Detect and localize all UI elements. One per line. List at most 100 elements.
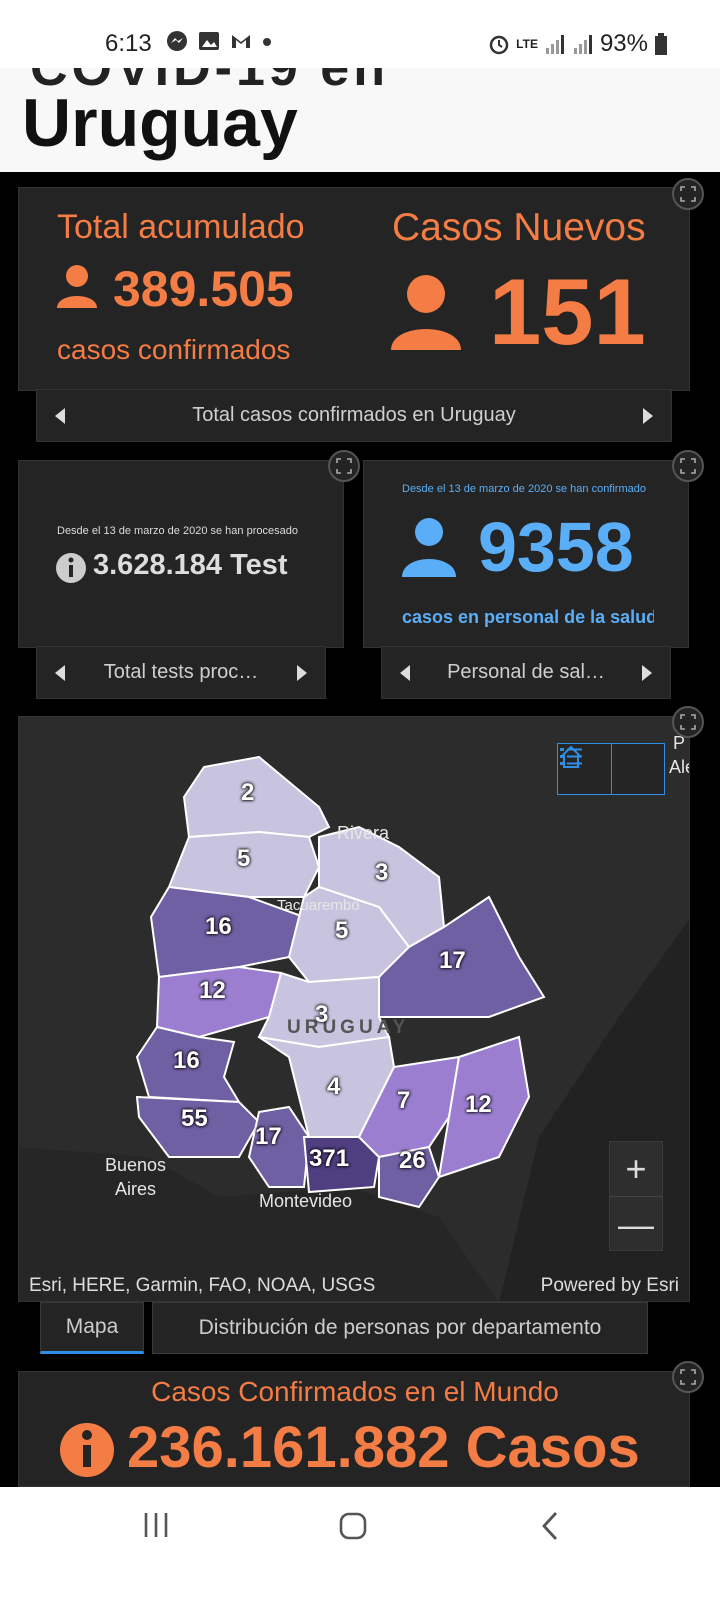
dept-paysandu[interactable] (149, 885, 306, 979)
world-title: Casos Confirmados en el Mundo (151, 1376, 559, 1407)
count-maldonado: 26 (399, 1147, 426, 1174)
list-icon (560, 748, 582, 765)
total-subtitle: casos confirmados (57, 334, 291, 365)
city-label-buenos-aires-1: Buenos (105, 1155, 167, 1175)
count-lavalleja: 7 (397, 1087, 411, 1114)
total-value: 389.505 (113, 261, 294, 317)
image-icon (199, 32, 219, 50)
battery-icon (655, 33, 667, 55)
home-nav-icon[interactable] (338, 1511, 368, 1541)
gmail-icon (232, 35, 250, 48)
notification-icons (166, 30, 272, 52)
count-paysandu: 16 (205, 913, 232, 940)
count-rio-negro: 12 (199, 977, 226, 1004)
zoom-controls: + — (609, 1141, 663, 1251)
clock: 6:13 (105, 30, 152, 57)
dept-montevideo[interactable] (302, 1136, 381, 1194)
world-value: 236.161.882 Casos (127, 1415, 640, 1480)
country-label: URUGUAY (287, 1017, 410, 1038)
expand-icon[interactable] (672, 178, 704, 210)
count-soriano: 16 (173, 1047, 200, 1074)
dept-maldonado[interactable] (378, 1145, 441, 1209)
count-florida: 4 (327, 1073, 341, 1100)
info-icon (60, 1423, 114, 1477)
expand-icon[interactable] (328, 450, 360, 482)
health-subtitle: casos en personal de la salud (402, 607, 654, 627)
page-title: Uruguay (22, 85, 298, 161)
prev-arrow-icon[interactable] (55, 664, 65, 681)
signal-icon (545, 35, 564, 54)
dept-colonia[interactable] (135, 1095, 261, 1158)
person-icon (402, 518, 456, 577)
tests-caption: Desde el 13 de marzo de 2020 se han proc… (57, 525, 298, 537)
health-workers-card: Desde el 13 de marzo de 2020 se han conf… (363, 460, 689, 648)
count-salto: 5 (237, 845, 251, 872)
health-nav: Personal de sal… (381, 646, 671, 699)
tests-value: 3.628.184 Test (93, 549, 288, 581)
health-nav-label: Personal de sal… (447, 661, 605, 683)
info-icon (56, 553, 86, 583)
next-arrow-icon[interactable] (643, 407, 653, 424)
count-tacuarembo: 5 (335, 917, 349, 944)
map-canvas[interactable] (19, 717, 690, 1302)
dept-rocha[interactable] (437, 1035, 531, 1179)
expand-icon[interactable] (672, 1361, 704, 1393)
city-label-porto-alegre-2: Ale (669, 757, 689, 777)
person-icon (57, 265, 97, 308)
powered-by[interactable]: Powered by Esri (540, 1275, 679, 1296)
prev-arrow-icon[interactable] (400, 664, 410, 681)
next-arrow-icon[interactable] (642, 664, 652, 681)
home-button[interactable] (558, 744, 612, 794)
next-arrow-icon[interactable] (296, 664, 307, 681)
count-colonia: 55 (181, 1105, 208, 1132)
dot-icon (263, 38, 271, 46)
tests-nav-label: Total tests proc… (103, 661, 259, 683)
prev-arrow-icon[interactable] (55, 407, 65, 424)
alarm-icon (489, 35, 509, 55)
city-label-tacuarembo: Tacuarembó (277, 897, 360, 914)
network-type: LTE (516, 37, 538, 51)
signal-icon (573, 35, 592, 54)
system-icons: LTE 93% (488, 30, 668, 58)
map-tabs: Mapa Distribución de personas por depart… (40, 1302, 648, 1354)
messenger-icon (167, 31, 187, 51)
expand-icon[interactable] (672, 450, 704, 482)
home-icon (560, 745, 582, 768)
tab-mapa[interactable]: Mapa (40, 1302, 144, 1354)
health-caption: Desde el 13 de marzo de 2020 se han conf… (402, 483, 646, 495)
count-rivera: 3 (375, 859, 389, 886)
expand-icon[interactable] (672, 706, 704, 738)
header-ghost-text: COVID-19 en (30, 68, 389, 97)
back-icon[interactable] (540, 1511, 560, 1541)
map-attribution[interactable]: Esri, HERE, Garmin, FAO, NOAA, USGS (29, 1275, 376, 1296)
new-cases-title: Casos Nuevos (392, 206, 646, 249)
zoom-out-button[interactable]: — (618, 1203, 654, 1245)
recent-apps-icon[interactable] (142, 1511, 170, 1539)
city-label-rivera: Rivera (337, 823, 390, 843)
health-value: 9358 (478, 508, 634, 586)
dept-soriano[interactable] (135, 1025, 241, 1104)
count-rocha: 12 (465, 1091, 492, 1118)
city-label-porto-alegre-1: P (673, 733, 686, 753)
page-header: COVID-19 en Uruguay (0, 68, 720, 172)
count-artigas: 2 (241, 779, 255, 806)
status-bar: 6:13 LTE 93% (0, 0, 720, 68)
zoom-in-button[interactable]: + (610, 1142, 662, 1197)
new-cases-value: 151 (489, 259, 646, 364)
dept-artigas[interactable] (182, 755, 331, 839)
tests-nav: Total tests proc… (36, 646, 326, 699)
total-title: Total acumulado (57, 208, 305, 246)
city-label-montevideo: Montevideo (259, 1191, 353, 1211)
count-cerro-largo: 17 (439, 947, 466, 974)
map-widget-buttons (557, 743, 665, 795)
total-cases-nav-label: Total casos confirmados en Uruguay (192, 404, 516, 426)
person-icon (391, 275, 461, 350)
battery-level: 93% (599, 30, 648, 57)
world-cases-card: Casos Confirmados en el Mundo 236.161.88… (18, 1371, 690, 1487)
dept-san-jose[interactable] (247, 1105, 311, 1188)
count-san-jose: 17 (255, 1123, 282, 1150)
legend-button[interactable] (560, 744, 665, 794)
count-montevideo: 371 (309, 1145, 350, 1172)
tab-distribucion[interactable]: Distribución de personas por departament… (152, 1302, 648, 1354)
map-view[interactable]: Rivera Tacuarembó URUGUAY Buenos Aires M… (18, 716, 690, 1302)
